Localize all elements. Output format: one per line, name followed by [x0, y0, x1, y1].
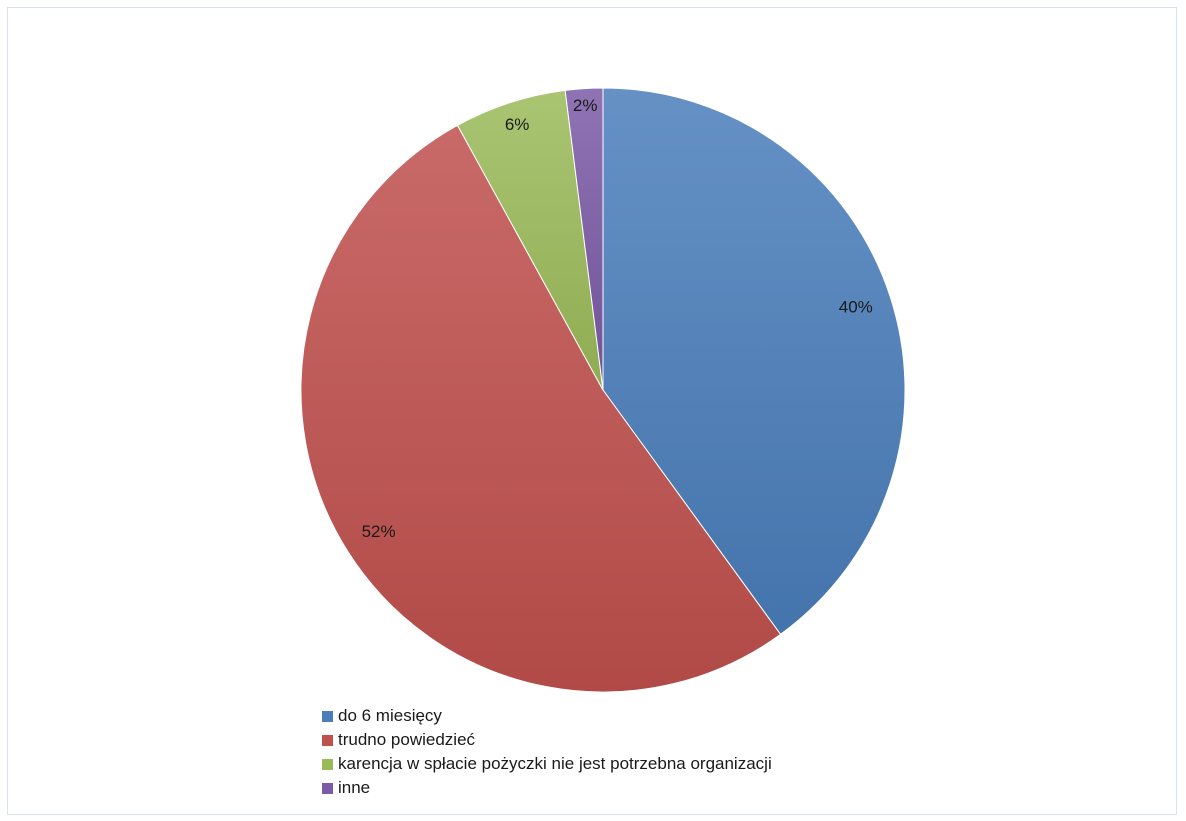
legend-label: do 6 miesięcy — [338, 706, 442, 725]
legend-swatch — [322, 734, 333, 746]
legend-item-2: trudno powiedzieć — [322, 728, 772, 752]
legend-item-4: inne — [322, 776, 772, 800]
legend: do 6 miesięcy trudno powiedzieć karencja w… — [322, 704, 772, 800]
data-label-1: 40% — [839, 297, 873, 316]
legend-item-1: do 6 miesięcy — [322, 704, 772, 728]
pie-slice-4 — [564, 87, 604, 391]
legend-label: karencja w spłacie pożyczki nie jest pot… — [338, 754, 772, 773]
legend-swatch — [322, 758, 333, 770]
pie-slice-1 — [602, 87, 906, 636]
data-label-2: 52% — [362, 522, 396, 541]
pie-slice-2 — [300, 124, 782, 693]
legend-swatch — [322, 710, 333, 722]
data-label-3: 6% — [505, 115, 530, 134]
legend-swatch — [322, 782, 333, 794]
legend-label: trudno powiedzieć — [338, 730, 476, 749]
data-label-4: 2% — [573, 96, 598, 115]
legend-label: inne — [338, 778, 371, 797]
legend-item-3: karencja w spłacie pożyczki nie jest pot… — [322, 752, 772, 776]
